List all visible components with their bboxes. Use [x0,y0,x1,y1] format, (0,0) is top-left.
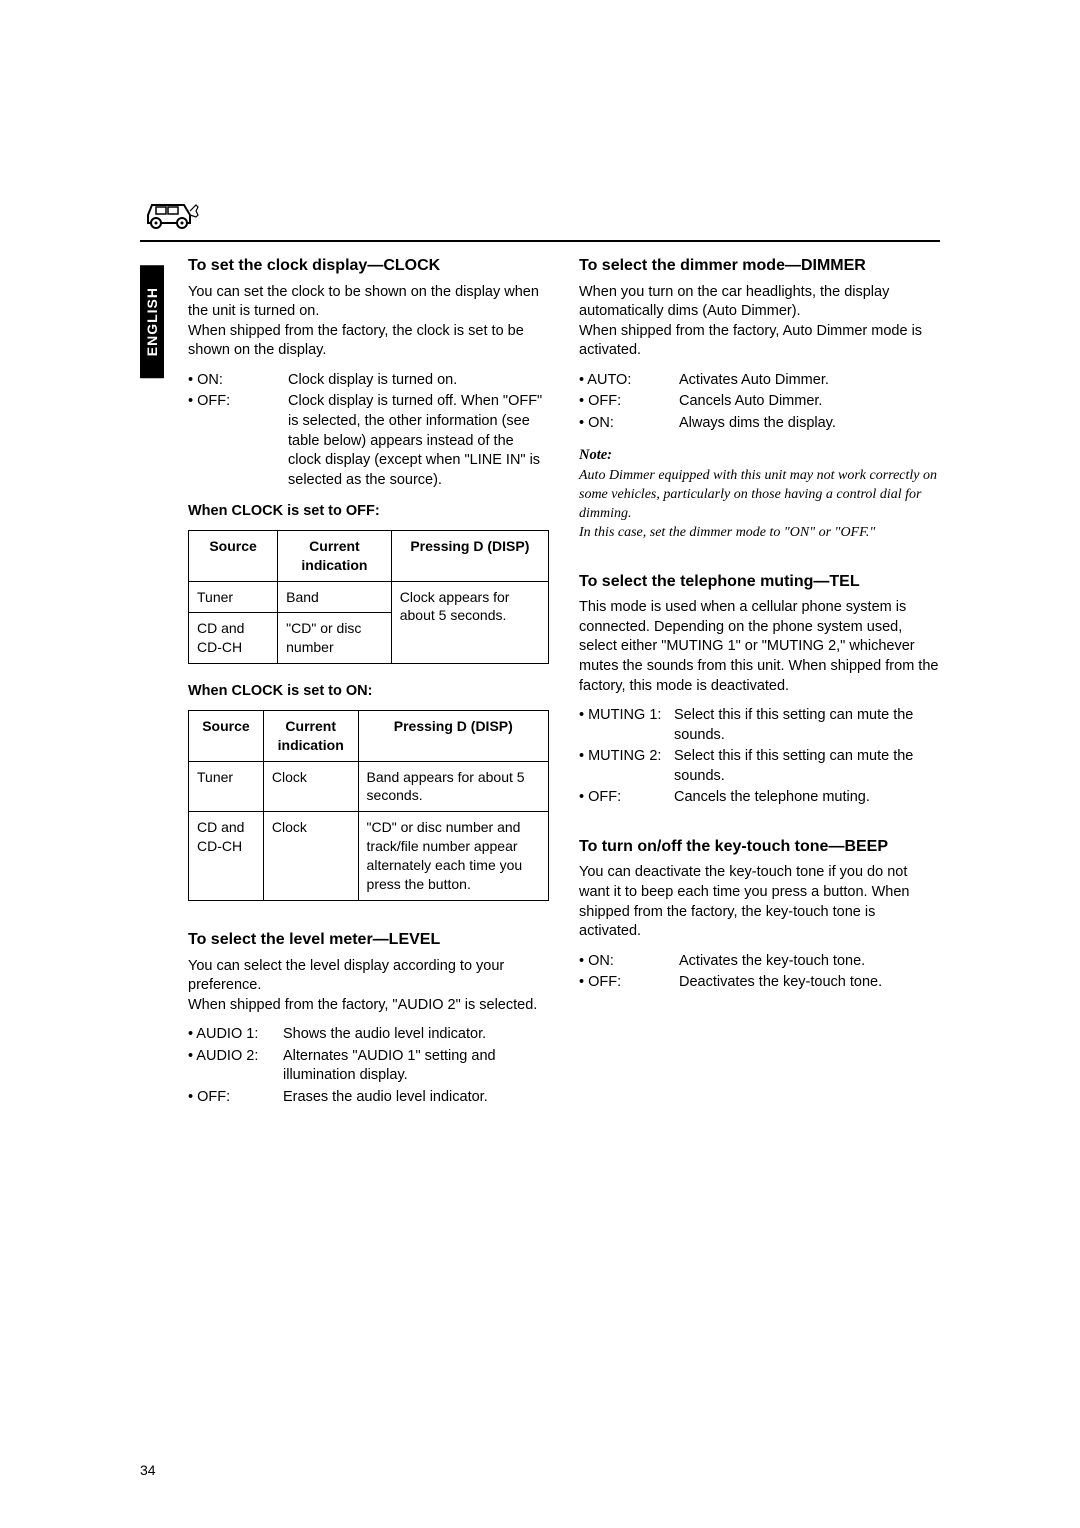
dimmer-title: To select the dimmer mode—DIMMER [579,255,940,277]
level-bullet-off: • OFF: Erases the audio level indicator. [188,1088,549,1108]
dimmer-intro: When you turn on the car headlights, the… [579,283,940,361]
level-bullet-audio1: • AUDIO 1: Shows the audio level indicat… [188,1025,549,1045]
bullet-label: • ON: [579,952,679,972]
section-divider [140,240,940,242]
beep-bullet-on: • ON: Activates the key-touch tone. [579,952,940,972]
clock-on-table: Source Current indication Pressing D (DI… [188,710,549,901]
table-cell: Tuner [189,761,264,812]
table-cell: Band appears for about 5 seconds. [358,761,548,812]
dimmer-bullet-on: • ON: Always dims the display. [579,414,940,434]
dimmer-intro-2: When shipped from the factory, Auto Dimm… [579,323,922,359]
car-icon [140,195,200,238]
bullet-desc: Shows the audio level indicator. [283,1025,549,1045]
table-cell: Tuner [189,581,278,613]
table-cell: Band [278,581,392,613]
tel-bullet-muting1: • MUTING 1: Select this if this setting … [579,706,940,745]
bullet-label: • ON: [579,414,679,434]
table-cell: CD and CD-CH [189,613,278,664]
bullet-label: • MUTING 2: [579,747,674,786]
table-on-caption: When CLOCK is set to ON: [188,682,549,702]
dimmer-intro-1: When you turn on the car headlights, the… [579,284,889,320]
level-bullet-audio2: • AUDIO 2: Alternates "AUDIO 1" setting … [188,1047,549,1086]
th-source: Source [189,530,278,581]
clock-title: To set the clock display—CLOCK [188,255,549,277]
th-indication: Current indication [278,530,392,581]
clock-bullet-off: • OFF: Clock display is turned off. When… [188,392,549,490]
bullet-label: • AUDIO 2: [188,1047,283,1086]
bullet-desc: Select this if this setting can mute the… [674,706,940,745]
bullet-label: • AUDIO 1: [188,1025,283,1045]
clock-intro: You can set the clock to be shown on the… [188,283,549,361]
clock-off-table: Source Current indication Pressing D (DI… [188,530,549,664]
dimmer-note-body: Auto Dimmer equipped with this unit may … [579,467,940,543]
tel-title: To select the telephone muting—TEL [579,571,940,593]
bullet-desc: Alternates "AUDIO 1" setting and illumin… [283,1047,549,1086]
bullet-label: • OFF: [188,392,288,490]
dimmer-note-title: Note: [579,446,940,466]
table-cell: "CD" or disc number and track/file numbe… [358,812,548,901]
language-tab: ENGLISH [140,265,164,378]
clock-intro-2: When shipped from the factory, the clock… [188,323,524,359]
dimmer-bullet-auto: • AUTO: Activates Auto Dimmer. [579,371,940,391]
note-body-1: Auto Dimmer equipped with this unit may … [579,468,937,521]
th-disp: Pressing D (DISP) [358,710,548,761]
bullet-label: • MUTING 1: [579,706,674,745]
dimmer-bullet-off: • OFF: Cancels Auto Dimmer. [579,392,940,412]
bullet-desc: Select this if this setting can mute the… [674,747,940,786]
tel-bullet-off: • OFF: Cancels the telephone muting. [579,788,940,808]
bullet-desc: Erases the audio level indicator. [283,1088,549,1108]
table-cell: Clock [263,761,358,812]
bullet-label: • OFF: [579,973,679,993]
th-source: Source [189,710,264,761]
table-cell: Clock [263,812,358,901]
bullet-desc: Cancels the telephone muting. [674,788,940,808]
bullet-label: • OFF: [188,1088,283,1108]
left-column: To set the clock display—CLOCK You can s… [188,255,549,1109]
table-off-caption: When CLOCK is set to OFF: [188,502,549,522]
clock-intro-1: You can set the clock to be shown on the… [188,284,539,320]
level-intro-1: You can select the level display accordi… [188,958,504,994]
table-cell-merged: Clock appears for about 5 seconds. [391,581,548,664]
table-cell: "CD" or disc number [278,613,392,664]
right-column: To select the dimmer mode—DIMMER When yo… [579,255,940,1109]
bullet-desc: Clock display is turned on. [288,371,549,391]
note-body-2: In this case, set the dimmer mode to "ON… [579,525,875,540]
bullet-label: • OFF: [579,788,674,808]
beep-bullet-off: • OFF: Deactivates the key-touch tone. [579,973,940,993]
bullet-desc: Activates the key-touch tone. [679,952,940,972]
bullet-desc: Activates Auto Dimmer. [679,371,940,391]
bullet-desc: Cancels Auto Dimmer. [679,392,940,412]
beep-title: To turn on/off the key-touch tone—BEEP [579,836,940,858]
tel-intro: This mode is used when a cellular phone … [579,598,940,696]
bullet-desc: Clock display is turned off. When "OFF" … [288,392,549,490]
bullet-desc: Deactivates the key-touch tone. [679,973,940,993]
th-disp: Pressing D (DISP) [391,530,548,581]
level-intro: You can select the level display accordi… [188,957,549,1016]
bullet-desc: Always dims the display. [679,414,940,434]
th-indication: Current indication [263,710,358,761]
tel-bullet-muting2: • MUTING 2: Select this if this setting … [579,747,940,786]
clock-bullet-on: • ON: Clock display is turned on. [188,371,549,391]
content-area: To set the clock display—CLOCK You can s… [188,255,940,1109]
page-number: 34 [140,1462,156,1478]
bullet-label: • AUTO: [579,371,679,391]
level-intro-2: When shipped from the factory, "AUDIO 2"… [188,997,537,1013]
table-cell: CD and CD-CH [189,812,264,901]
level-title: To select the level meter—LEVEL [188,929,549,951]
bullet-label: • OFF: [579,392,679,412]
beep-intro: You can deactivate the key-touch tone if… [579,863,940,941]
bullet-label: • ON: [188,371,288,391]
